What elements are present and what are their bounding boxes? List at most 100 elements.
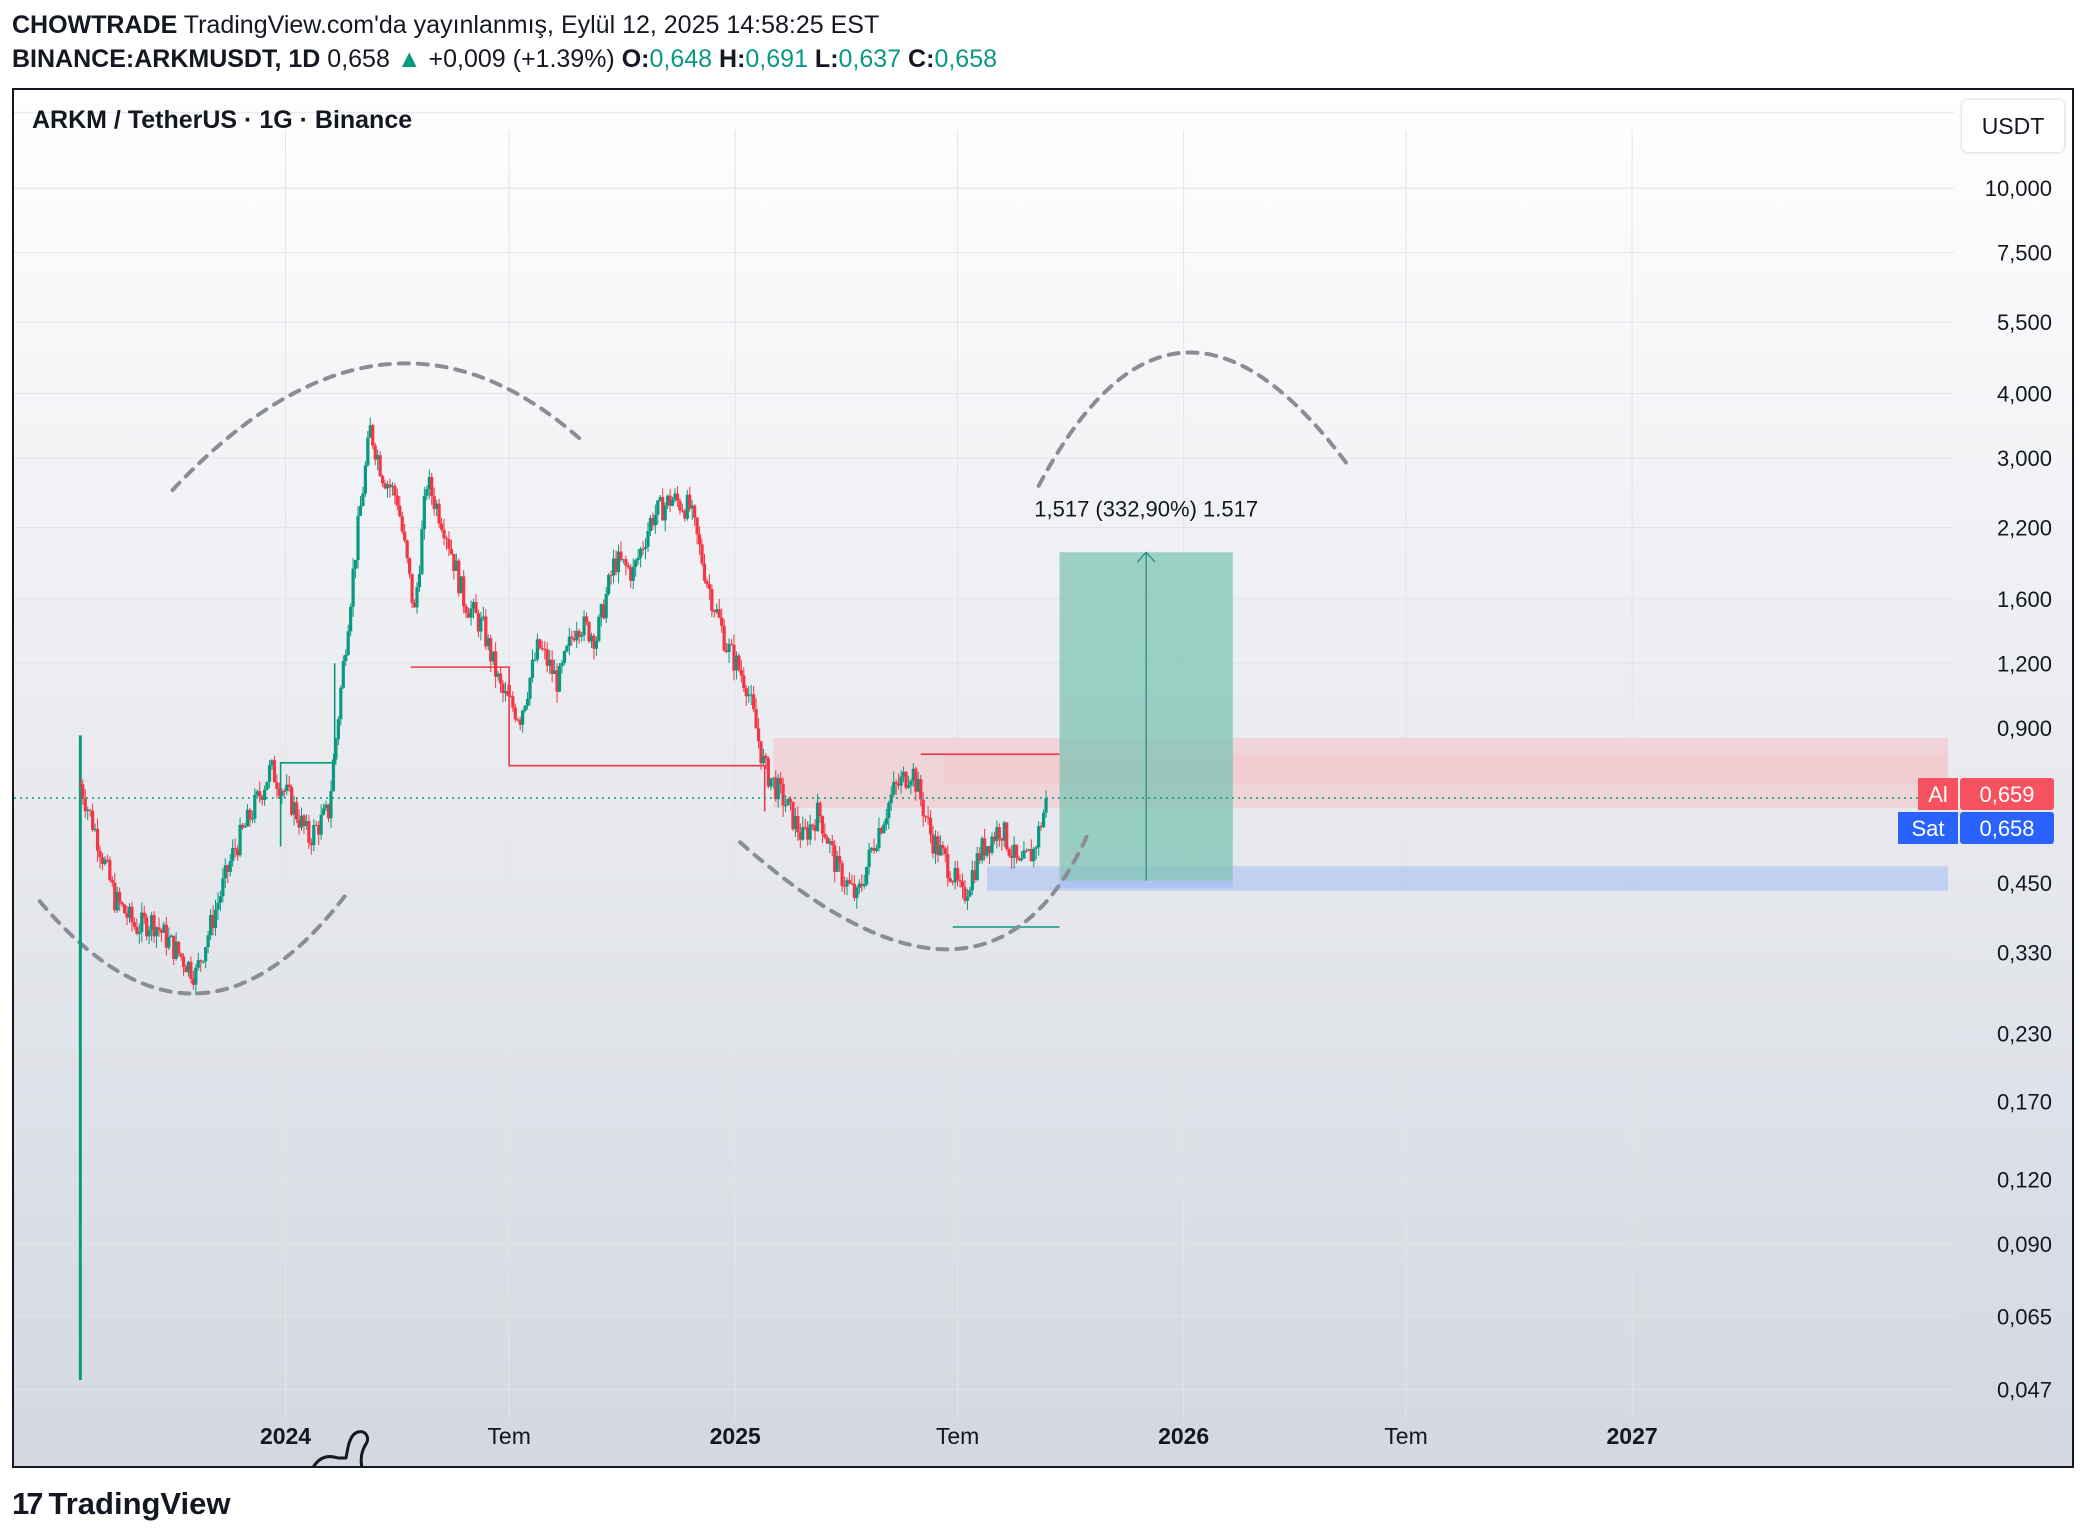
candle-body [865,866,869,885]
candle-body [889,794,893,803]
candle-body [693,505,697,518]
candle-body [818,802,822,817]
candle-body [656,500,660,515]
candle-body [909,780,913,786]
candle-body [845,880,849,887]
candle-body [931,834,935,854]
candle-body [152,915,156,937]
candle-body [788,799,793,802]
candle-body [983,838,987,856]
candle-body [624,559,628,566]
candle-body [700,544,704,564]
candle-body [688,494,692,509]
candle-body [857,883,861,888]
candle-body [216,902,220,910]
ask-price-value: 0,659 [1979,782,2034,807]
candle-body [444,538,449,540]
tradingview-logo-icon[interactable]: 17 [12,1486,44,1521]
candle-body [410,573,414,603]
candle-body [801,827,805,840]
candle-body [349,606,353,632]
author-name[interactable]: CHOWTRADE [12,11,178,39]
candle-body [358,505,363,516]
candle-body [164,924,168,948]
candle-body [636,557,640,561]
candle-body [314,825,318,827]
candle-body [91,810,95,830]
candle-body [911,768,915,781]
ask-label-bg [1918,777,1958,810]
candle-body [346,631,350,655]
candle-body [481,616,485,619]
candle-body [240,824,245,828]
candle-body [651,517,655,526]
candle-body [776,778,780,800]
currency-button[interactable]: USDT [1962,100,2064,152]
candle-body [462,576,466,607]
candle-body [103,859,107,864]
candle-body [457,560,461,594]
candle-body [329,791,333,819]
candle-body [769,778,773,787]
price-change: +0,009 (+1.39%) [428,45,615,73]
candle-body [317,825,321,835]
candle-body [1014,844,1019,858]
candle-body [597,616,601,641]
candle-body [204,947,208,962]
candle-body [516,719,520,721]
candle-body [194,967,198,985]
candle-body [1039,826,1043,828]
candle-body [548,659,552,666]
candle-body [887,802,891,819]
candle-body [307,821,311,843]
candle-body [941,845,945,849]
candle-body [282,790,286,792]
candle-body [847,880,852,884]
candle-body [631,566,635,581]
candle-body [629,567,633,581]
chart-header: CHOWTRADE TradingView.com'da yayınlanmış… [12,8,2072,76]
candle-body [226,865,230,872]
tradingview-brand[interactable]: TradingView [48,1486,231,1521]
candle-body [427,477,431,490]
candle-body [412,602,417,608]
candle-body [356,515,360,561]
candle-body [874,848,879,851]
candle-body [685,494,689,519]
candle-body [361,493,365,506]
candle-body [850,883,854,885]
candle-body [154,927,159,937]
candle-body [135,926,139,934]
candle-body [791,801,795,830]
candle-body [292,802,296,815]
candle-body [405,540,409,559]
candle-body [540,648,544,650]
candle-body [506,691,510,696]
candle-body [946,854,950,879]
candle-body [978,853,982,861]
candle-body [960,881,965,888]
low-label: L: [814,45,839,73]
candle-body [233,848,237,850]
candle-body [641,548,645,550]
candle-body [552,670,557,674]
candle-body [589,635,594,642]
candle-body [115,891,119,911]
symbol-name: BINANCE:ARKMUSDT, 1D [12,45,321,73]
candle-body [830,840,834,846]
candle-body [388,484,392,488]
candle-body [471,602,476,609]
publish-info: TradingView.com'da yayınlanmış, Eylül 12… [183,11,880,39]
candle-body [263,789,267,801]
candle-body [663,505,667,521]
price-chart[interactable]: 1,517 (332,90%) 1.51714,00010,0007,5005,… [14,90,2072,1466]
candle-body [408,558,412,574]
candle-body [648,517,653,532]
candle-body [118,891,122,903]
candle-body [213,909,218,929]
candle-body [452,554,456,571]
candle-body [764,755,768,759]
dinosaur-shape [312,1430,370,1466]
candle-body [756,728,761,742]
chart-frame[interactable]: 1,517 (332,90%) 1.51714,00010,0007,5005,… [12,88,2074,1468]
